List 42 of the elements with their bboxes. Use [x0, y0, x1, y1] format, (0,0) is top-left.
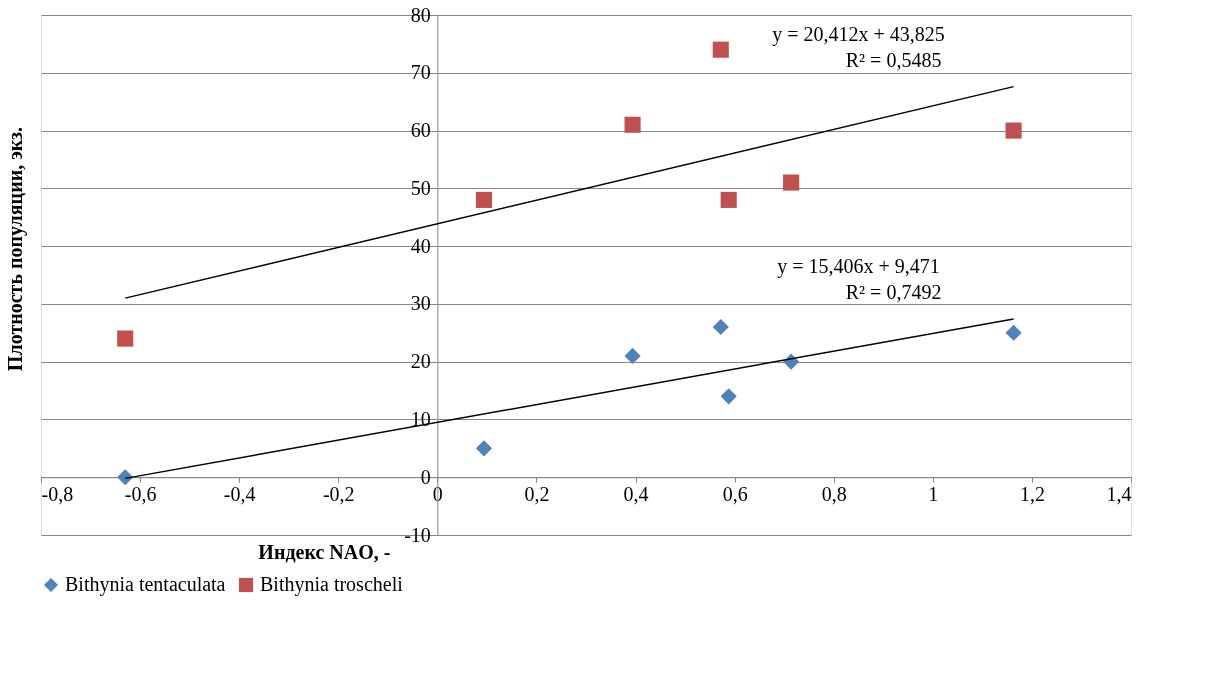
y-tick-label: 40 — [410, 234, 431, 257]
y-tick-label: 20 — [410, 350, 431, 373]
y-tick-label: 0 — [420, 465, 431, 488]
point — [475, 440, 492, 457]
point — [783, 174, 800, 191]
x-tick-label: -0,6 — [124, 482, 157, 505]
point — [1005, 324, 1022, 341]
x-axis-title: Индекс NAO, - — [258, 541, 391, 563]
y-tick-label: 70 — [410, 61, 431, 84]
y-tick-label: 10 — [410, 407, 431, 430]
x-tick-label: -0,2 — [322, 482, 355, 505]
annotation: y = 20,412x + 43,825 — [772, 22, 945, 46]
point — [720, 191, 737, 208]
legend-label: Bithynia troscheli — [260, 573, 404, 596]
point — [117, 469, 134, 486]
annotation: y = 15,406x + 9,471 — [777, 254, 940, 278]
point — [712, 318, 729, 336]
point — [624, 347, 641, 364]
point — [712, 41, 729, 58]
legend-label: Bithynia tentaculata — [65, 573, 226, 596]
point — [475, 191, 492, 208]
y-tick-label: -10 — [404, 523, 431, 546]
y-tick-label: 50 — [410, 176, 431, 199]
point — [624, 116, 641, 133]
x-tick-label: 0,8 — [821, 482, 847, 505]
x-tick-label: -0,4 — [223, 482, 256, 505]
x-tick-label: 1 — [928, 482, 939, 505]
y-tick-label: 60 — [410, 119, 431, 142]
annotation: R² = 0,5485 — [845, 48, 942, 71]
x-tick-label: 0,2 — [524, 482, 550, 505]
annotation: R² = 0,7492 — [845, 280, 942, 303]
x-tick-label: 0,6 — [722, 482, 748, 505]
y-tick-label: 30 — [410, 292, 431, 315]
point — [1005, 122, 1022, 139]
x-tick-label: -0,8 — [41, 482, 74, 505]
y-axis-title: Плотность популяции, экз. — [4, 126, 27, 372]
x-tick-label: 1,4 — [1106, 482, 1132, 505]
point — [720, 388, 737, 405]
y-tick-label: 80 — [410, 3, 431, 26]
x-tick-label: 1,2 — [1019, 482, 1045, 505]
x-tick-label: 0,4 — [623, 482, 649, 505]
point — [117, 330, 134, 347]
